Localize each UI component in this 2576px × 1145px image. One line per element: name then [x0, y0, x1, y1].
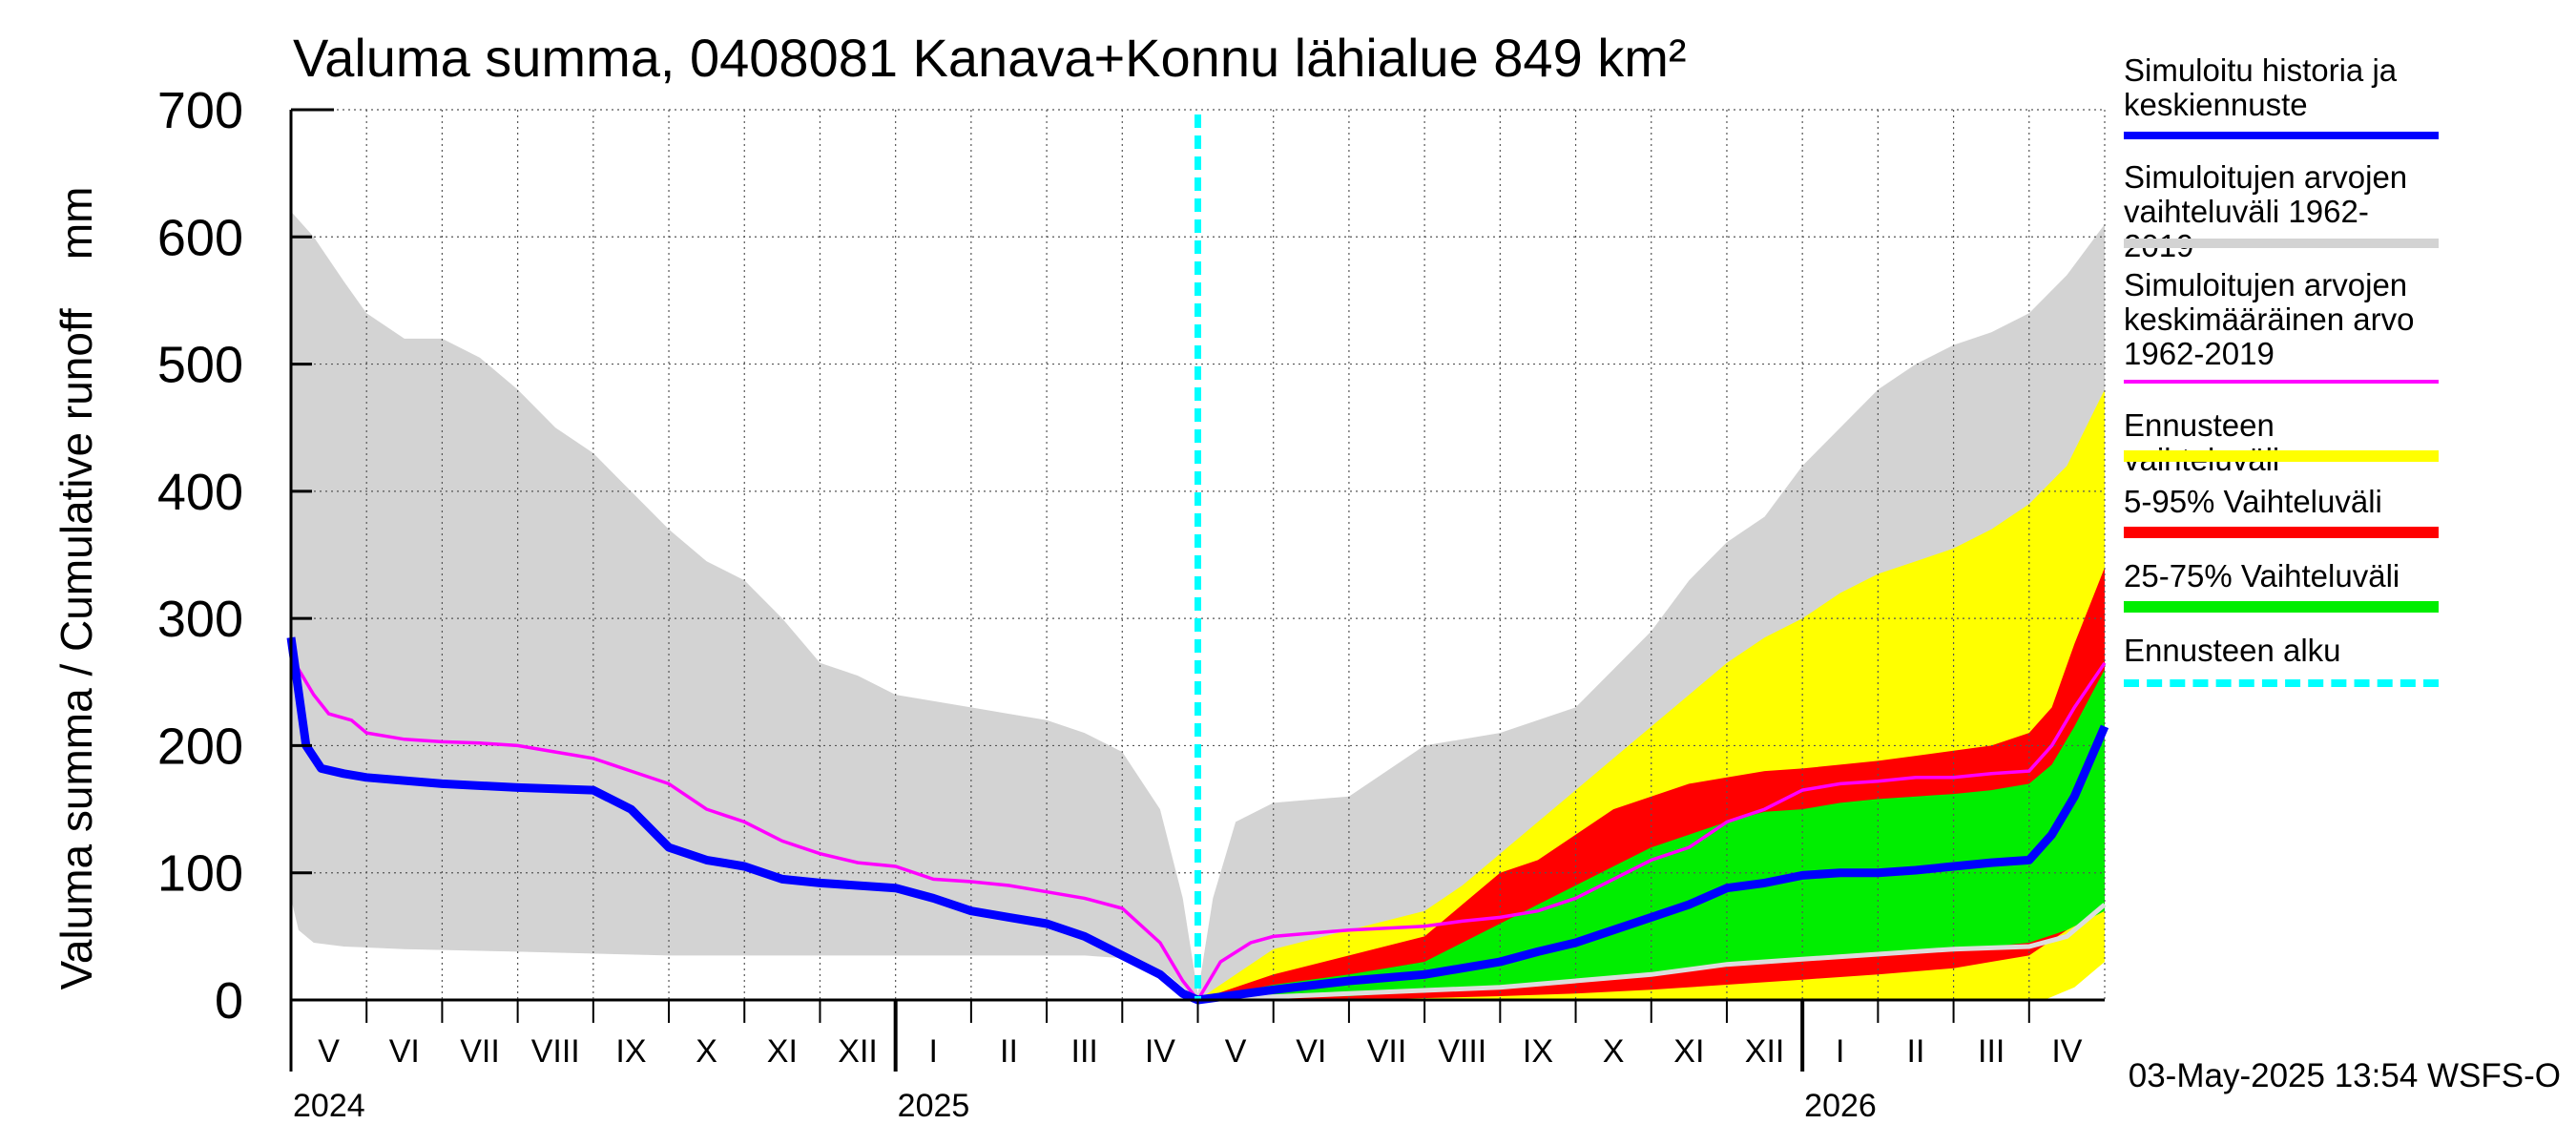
legend-swatch-yellow — [2124, 450, 2439, 462]
month-label: VII — [1367, 1033, 1407, 1070]
month-label: X — [696, 1033, 717, 1070]
legend-item-simulated: Simuloitu historia ja keskiennuste — [2124, 52, 2439, 139]
legend-label: 25-75% Vaihteluväli — [2124, 558, 2400, 593]
month-label: IX — [1523, 1033, 1553, 1070]
month-label: I — [1836, 1033, 1844, 1070]
month-label: X — [1603, 1033, 1625, 1070]
hist-mean-line — [289, 656, 2107, 1004]
legend-swatch-gray — [2124, 239, 2439, 248]
y-tick-label: 200 — [157, 718, 243, 775]
month-label: IV — [2051, 1033, 2082, 1070]
legend-item-hist-range: Simuloitujen arvojen vaihteluväli 1962-2… — [2124, 160, 2439, 263]
chart-title: Valuma summa, 0408081 Kanava+Konnu lähia… — [293, 28, 1687, 88]
timestamp: 03-May-2025 13:54 WSFS-O — [2128, 1057, 2561, 1094]
year-label: 2025 — [898, 1088, 970, 1124]
month-label: VIII — [531, 1033, 580, 1070]
y-tick-label: 400 — [157, 464, 243, 521]
y-tick-label: 0 — [215, 972, 243, 1030]
legend-label: Simuloitujen arvojen vaihteluväli 1962-2… — [2124, 159, 2408, 263]
legend-label: Ennusteen alku — [2124, 633, 2341, 668]
month-label: V — [1225, 1033, 1247, 1070]
legend-swatch-red — [2124, 527, 2439, 538]
year-label: 2026 — [1804, 1088, 1877, 1124]
legend-item-forecast-range: Ennusteen vaihteluväli — [2124, 408, 2439, 477]
y-axis-title: Valuma summa / Cumulative runoff mm — [52, 187, 101, 990]
y-tick-label: 700 — [157, 82, 243, 139]
y-tick-label: 500 — [157, 337, 243, 394]
legend-label: Simuloitujen arvojen keskimääräinen arvo… — [2124, 267, 2415, 371]
month-label: IV — [1145, 1033, 1175, 1070]
legend-swatch-blue — [2124, 132, 2439, 139]
legend-item-hist-mean: Simuloitujen arvojen keskimääräinen arvo… — [2124, 267, 2439, 384]
month-label: IX — [615, 1033, 646, 1070]
month-label: VII — [460, 1033, 500, 1070]
simulated-median-line — [286, 636, 2109, 1005]
legend-label: Simuloitu historia ja keskiennuste — [2124, 52, 2398, 122]
axes — [289, 108, 2105, 1072]
month-label: II — [1907, 1033, 1925, 1070]
y-tick-label: 300 — [157, 591, 243, 648]
month-label: V — [318, 1033, 340, 1070]
month-label: XI — [767, 1033, 798, 1070]
legend-swatch-green — [2124, 601, 2439, 613]
series-lines — [286, 114, 2109, 1005]
y-tick-label: 600 — [157, 209, 243, 266]
month-label: VIII — [1438, 1033, 1486, 1070]
month-label: XII — [1745, 1033, 1785, 1070]
month-label: III — [1071, 1033, 1098, 1070]
legend-item-forecast-start: Ennusteen alku — [2124, 633, 2439, 687]
month-label: I — [929, 1033, 938, 1070]
legend-label: Ennusteen vaihteluväli — [2124, 407, 2279, 477]
month-label: II — [1000, 1033, 1018, 1070]
legend-label: 5-95% Vaihteluväli — [2124, 484, 2382, 519]
legend-swatch-magenta — [2124, 380, 2439, 384]
month-label: XII — [838, 1033, 878, 1070]
month-label: VI — [1296, 1033, 1326, 1070]
hist-range-band — [291, 211, 1198, 1001]
year-label: 2024 — [293, 1088, 365, 1124]
legend-item-p25-75: 25-75% Vaihteluväli — [2124, 558, 2439, 613]
legend-swatch-cyan — [2124, 679, 2439, 687]
month-label: III — [1978, 1033, 2005, 1070]
forecast-lower-trace-line — [1197, 903, 2107, 1003]
month-label: VI — [389, 1033, 420, 1070]
legend-item-p5-95: 5-95% Vaihteluväli — [2124, 484, 2439, 538]
month-label: XI — [1673, 1033, 1704, 1070]
y-tick-label: 100 — [157, 845, 243, 903]
